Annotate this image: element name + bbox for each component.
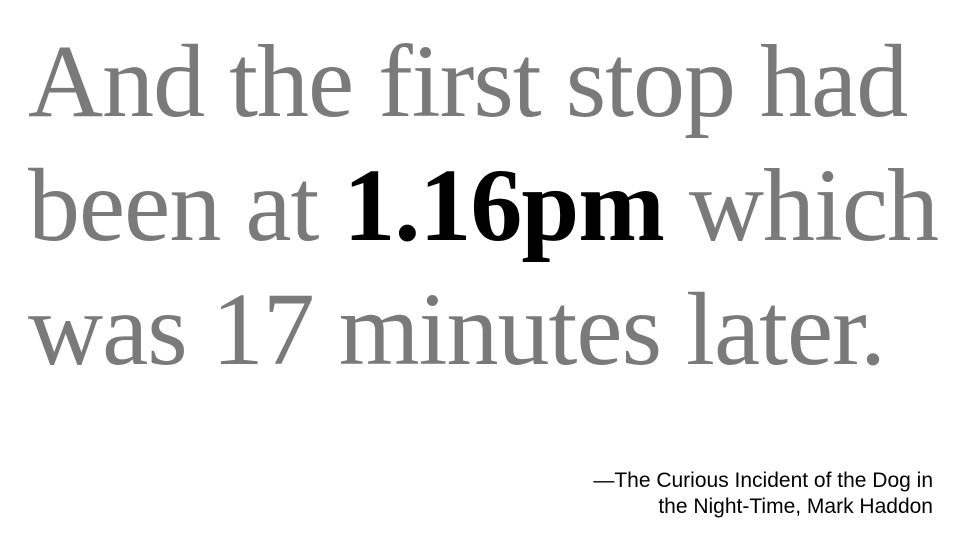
quote-text: And the first stop had been at 1.16pm wh…	[28, 20, 948, 392]
quote-after: which was 17 minutes later.	[28, 148, 939, 387]
attribution: —The Curious Incident of the Dog in the …	[453, 468, 933, 520]
quote-highlight-time: 1.16pm	[343, 148, 664, 263]
attribution-line-1: —The Curious Incident of the Dog in	[593, 469, 933, 492]
quote-before: And the first stop had been at	[28, 24, 908, 263]
attribution-line-2: the Night-Time, Mark Haddon	[658, 495, 933, 518]
